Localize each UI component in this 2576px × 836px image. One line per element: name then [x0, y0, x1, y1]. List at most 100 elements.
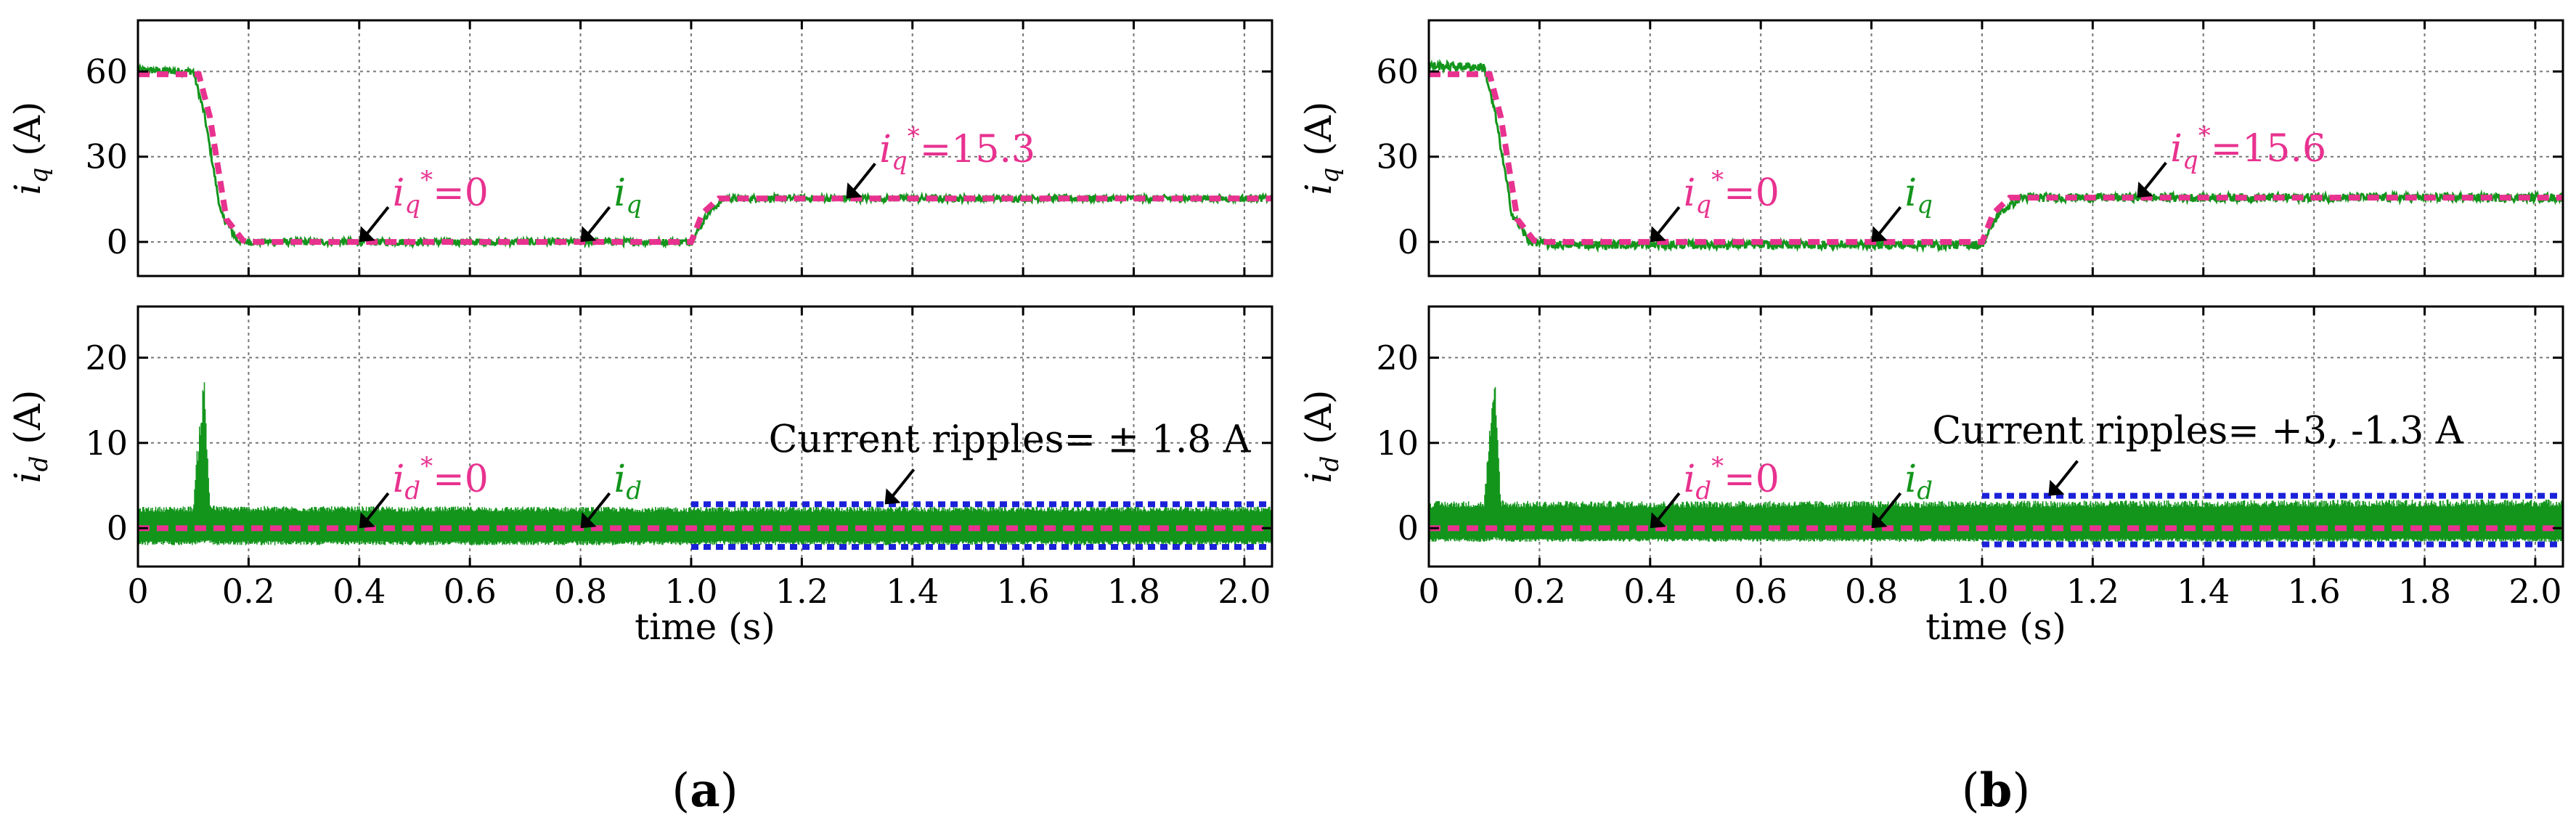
annotation-value: =0	[1724, 458, 1780, 501]
y-axis-label-unit: (A)	[7, 102, 49, 168]
annotation-arrow-line	[1875, 206, 1902, 238]
annotation: iq	[580, 171, 642, 243]
x-tick-label: 0.4	[333, 572, 386, 611]
annotation-sup: *	[1711, 452, 1724, 481]
annotation-sup: *	[908, 122, 920, 151]
series-i-q-	[1429, 71, 2563, 245]
plot-area	[138, 62, 1272, 250]
annotation-arrow-head	[1871, 226, 1888, 243]
annotation-arrow-head	[1650, 512, 1666, 529]
annotation-arrow-head	[580, 226, 597, 243]
x-tick-label: 0.8	[1845, 572, 1898, 611]
annotation-value: =15.6	[2211, 127, 2326, 171]
y-tick-label: 0	[107, 508, 128, 548]
panel-label-open: (	[1962, 764, 1980, 818]
x-tick-label: 1.6	[2288, 572, 2341, 611]
y-tick-label: 20	[85, 338, 128, 377]
annotation-sub: q	[2182, 146, 2198, 175]
x-axis-label: time (s)	[635, 606, 775, 648]
annotation-arrow-head	[359, 226, 375, 243]
annotation-sub: d	[626, 476, 642, 506]
y-axis-label-unit: (A)	[1297, 102, 1340, 168]
annotation-sub: q	[626, 190, 642, 219]
y-tick-label: 0	[107, 222, 128, 261]
y-tick-label: 20	[1376, 338, 1419, 377]
annotation-sup: *	[420, 166, 433, 195]
annotation-arrow-head	[580, 512, 597, 529]
annotation: iq	[1871, 171, 1933, 243]
x-tick-label: 1.4	[2177, 572, 2230, 611]
plot-frame	[1427, 19, 2564, 277]
y-axis-label-sub: d	[25, 456, 54, 472]
panel-label-letter: a	[690, 763, 720, 818]
plot-area	[1429, 386, 2563, 548]
plot-area	[1429, 58, 2563, 253]
annotation-label: id*=0	[1684, 452, 1780, 506]
series-id-band	[1429, 386, 2563, 542]
annotation-value: =0	[433, 171, 489, 215]
annotation: Current ripples= +3, -1.3 A	[1932, 410, 2464, 496]
annotation-arrow-line	[364, 492, 390, 524]
annotation-text: Current ripples= +3, -1.3 A	[1932, 410, 2463, 453]
x-tick-label: 1.0	[664, 572, 717, 611]
annotation-sub: d	[404, 476, 420, 506]
y-tick-label: 10	[1376, 423, 1419, 463]
y-axis-label-sub: q	[1316, 168, 1345, 184]
y-axis-label: iq (A)	[1297, 102, 1345, 195]
y-tick-label: 0	[1398, 508, 1419, 548]
x-tick-label: 1.4	[886, 572, 939, 611]
y-axis-label-base: i	[1297, 471, 1340, 483]
y-axis-label-unit: (A)	[1297, 390, 1340, 456]
annotation-base: i	[614, 458, 627, 501]
annotation-label: iq	[1905, 171, 1933, 219]
annotation-arrow-line	[1655, 492, 1681, 524]
annotation-arrow-head	[1650, 226, 1666, 243]
x-tick-label: 2.0	[1218, 572, 1271, 611]
x-tick-label: 0	[1418, 572, 1439, 611]
plot-area	[138, 382, 1272, 550]
panel-label-letter: b	[1980, 763, 2013, 818]
x-tick-label: 0.2	[222, 572, 275, 611]
x-tick-label: 2.0	[2508, 572, 2561, 611]
annotation-label: id	[614, 458, 642, 506]
annotation-base: i	[2170, 127, 2182, 171]
y-tick-label: 0	[1398, 222, 1419, 261]
annotation-arrow-head	[359, 512, 375, 529]
annotation-arrow-head	[2048, 479, 2065, 496]
annotation-base: i	[1905, 458, 1917, 501]
annotation-text: Current ripples= ± 1.8 A	[769, 418, 1252, 461]
y-axis-label: id (A)	[1297, 390, 1345, 484]
y-axis-label-base: i	[7, 471, 49, 483]
annotation-base: i	[393, 171, 405, 215]
annotation-sub: q	[404, 190, 420, 219]
annotation-sup: *	[2198, 121, 2211, 150]
annotation-arrow-head	[884, 488, 901, 505]
annotation: iq*=15.3	[846, 122, 1035, 199]
annotation-label: iq*=15.3	[879, 122, 1035, 176]
annotation: iq*=0	[1650, 166, 1780, 243]
annotation-base: i	[614, 171, 627, 215]
annotation-arrow-head	[1871, 512, 1888, 529]
annotation: id	[580, 458, 642, 529]
annotation-label: iq*=15.6	[2170, 121, 2326, 175]
annotation-sup: *	[1711, 166, 1724, 195]
annotation-arrow-line	[364, 206, 390, 238]
y-axis-label-unit: (A)	[7, 390, 49, 456]
x-tick-label: 0.2	[1513, 572, 1566, 611]
annotation: id*=0	[1650, 452, 1780, 529]
annotation-arrow-line	[2141, 161, 2167, 193]
annotation-arrow-line	[1875, 492, 1902, 524]
annotation-arrow-head	[846, 182, 863, 199]
annotation: iq*=15.6	[2137, 121, 2326, 198]
panel-label: (b)	[1962, 763, 2031, 818]
annotation: id*=0	[359, 452, 489, 529]
y-axis-label-base: i	[1297, 183, 1340, 195]
y-tick-label: 30	[85, 137, 128, 176]
annotation-arrow-line	[889, 468, 916, 500]
x-tick-label: 0.6	[444, 572, 497, 611]
